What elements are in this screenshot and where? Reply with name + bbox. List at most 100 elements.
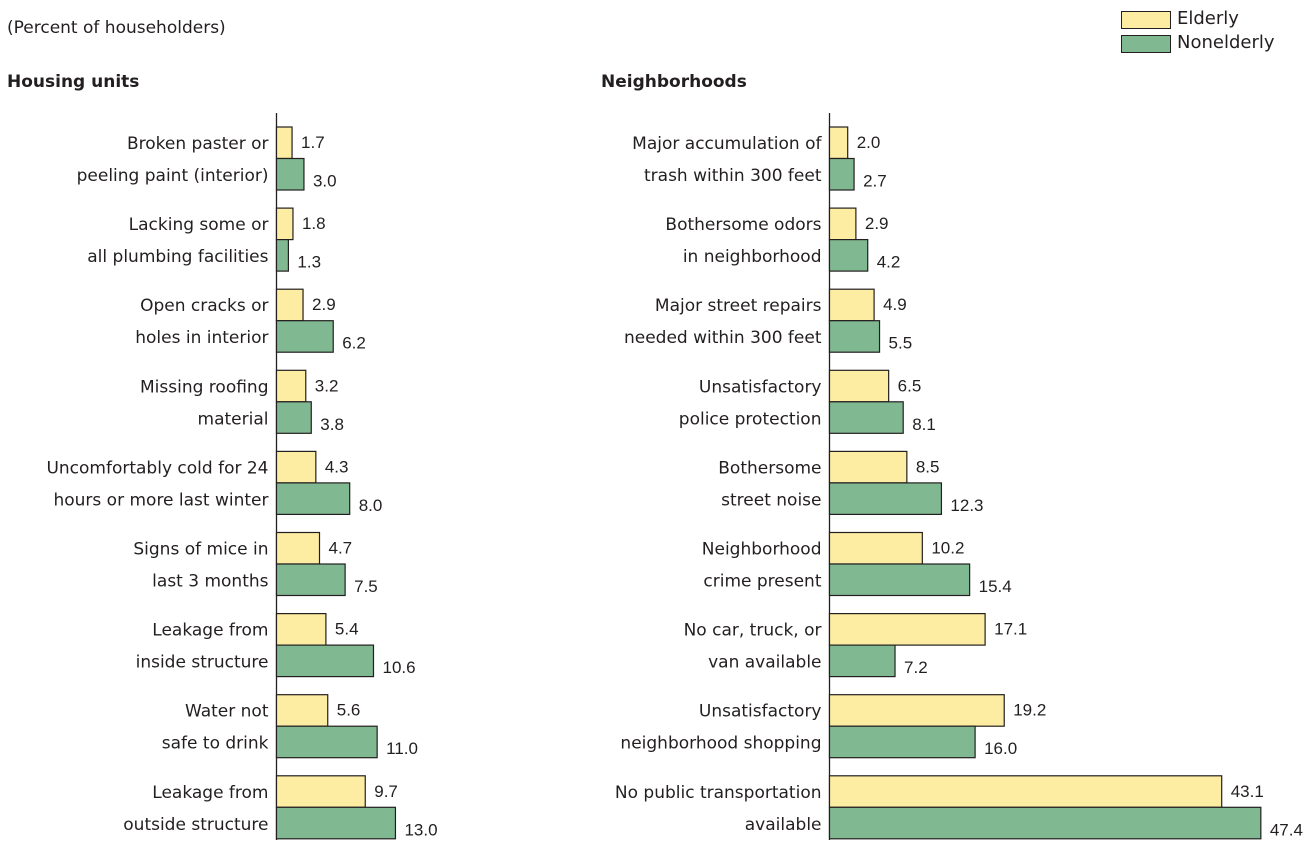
- neighborhoods-value-label-nonelderly: 15.4: [979, 577, 1012, 596]
- neighborhoods-category-label: police protection: [679, 409, 822, 429]
- legend-swatch-nonelderly: [1121, 35, 1171, 53]
- neighborhoods-category-label: Bothersome: [718, 458, 821, 478]
- neighborhoods-category-label: Major street repairs: [655, 296, 822, 316]
- housing-category-label: outside structure: [123, 815, 268, 835]
- neighborhoods-value-label-nonelderly: 4.2: [877, 253, 901, 272]
- housing-category-label: Uncomfortably cold for 24: [46, 458, 268, 478]
- housing-bar-nonelderly: [275, 157, 305, 191]
- neighborhoods-category-label: Unsatisfactory: [699, 702, 822, 722]
- housing-category-label: holes in interior: [135, 328, 268, 348]
- neighborhoods-bar-nonelderly: [828, 644, 896, 678]
- housing-bar-elderly: [275, 126, 293, 160]
- housing-category-label: Missing roofing: [140, 377, 269, 397]
- housing-value-label-elderly: 5.6: [337, 701, 361, 720]
- housing-value-label-nonelderly: 3.8: [320, 415, 344, 434]
- legend-label-nonelderly: Nonelderly: [1177, 32, 1275, 53]
- housing-bar-elderly: [275, 694, 329, 727]
- neighborhoods-category-label: neighborhood shopping: [620, 734, 821, 754]
- housing-category-label: Signs of mice in: [133, 540, 268, 560]
- neighborhoods-value-label-elderly: 10.2: [931, 539, 964, 558]
- housing-value-label-nonelderly: 8.0: [359, 496, 383, 515]
- legend-swatch-elderly: [1121, 11, 1171, 29]
- neighborhoods-value-label-elderly: 2.0: [857, 133, 881, 152]
- neighborhoods-category-label: van available: [708, 653, 821, 673]
- housing-bar-elderly: [275, 369, 307, 403]
- neighborhoods-bar-nonelderly: [828, 725, 976, 759]
- legend-label-elderly: Elderly: [1177, 8, 1239, 29]
- housing-value-label-elderly: 4.3: [325, 457, 349, 476]
- housing-bar-elderly: [275, 288, 304, 322]
- neighborhoods-value-label-nonelderly: 5.5: [889, 334, 913, 353]
- housing-category-label: all plumbing facilities: [87, 247, 268, 267]
- housing-value-label-elderly: 3.2: [315, 376, 339, 395]
- housing-value-label-nonelderly: 11.0: [386, 739, 418, 758]
- neighborhoods-bar-elderly: [828, 531, 923, 565]
- neighborhoods-category-label: Neighborhood: [702, 540, 822, 560]
- neighborhoods-value-label-nonelderly: 8.1: [912, 415, 936, 434]
- housing-value-label-nonelderly: 1.3: [297, 253, 321, 272]
- housing-value-label-nonelderly: 13.0: [404, 820, 437, 839]
- housing-bar-nonelderly: [275, 239, 289, 272]
- housing-bar-nonelderly: [275, 725, 378, 759]
- neighborhoods-value-label-nonelderly: 7.2: [904, 658, 928, 677]
- neighborhoods-bar-elderly: [828, 207, 857, 241]
- neighborhoods-category-label: crime present: [703, 572, 821, 592]
- neighborhoods-bar-elderly: [828, 288, 875, 322]
- housing-category-label: Open cracks or: [140, 296, 268, 316]
- housing-category-label: last 3 months: [152, 572, 268, 592]
- neighborhoods-bar-elderly: [828, 612, 986, 646]
- neighborhoods-value-label-elderly: 6.5: [898, 376, 922, 395]
- housing-category-label: Leakage from: [152, 783, 268, 803]
- housing-category-label: Lacking some or: [129, 215, 269, 235]
- neighborhoods-bar-nonelderly: [828, 806, 1262, 840]
- neighborhoods-bar-nonelderly: [828, 482, 943, 515]
- housing-value-label-nonelderly: 3.0: [313, 172, 337, 191]
- housing-bar-elderly: [275, 612, 327, 646]
- housing-bar-elderly: [275, 450, 317, 484]
- housing-value-label-nonelderly: 10.6: [382, 658, 415, 677]
- neighborhoods-category-label: available: [745, 815, 822, 835]
- panel-title-housing-units: Housing units: [7, 72, 140, 92]
- housing-value-label-nonelderly: 7.5: [354, 577, 378, 596]
- housing-category-label: hours or more last winter: [53, 490, 268, 510]
- neighborhoods-value-label-elderly: 4.9: [883, 295, 907, 314]
- housing-bar-nonelderly: [275, 482, 351, 515]
- neighborhoods-bar-nonelderly: [828, 401, 904, 434]
- panel-title-neighborhoods: Neighborhoods: [601, 72, 747, 92]
- housing-bar-nonelderly: [275, 806, 397, 840]
- neighborhoods-value-label-elderly: 17.1: [994, 620, 1027, 639]
- neighborhoods-bar-elderly: [828, 694, 1005, 727]
- neighborhoods-bar-nonelderly: [828, 157, 855, 191]
- neighborhoods-bar-elderly: [828, 369, 890, 403]
- neighborhoods-bar-nonelderly: [828, 563, 971, 597]
- neighborhoods-category-label: in neighborhood: [683, 247, 822, 267]
- neighborhoods-category-label: No public transportation: [615, 783, 822, 803]
- housing-bar-nonelderly: [275, 320, 334, 353]
- housing-category-label: Water not: [185, 702, 269, 722]
- housing-value-label-elderly: 1.7: [301, 133, 325, 152]
- neighborhoods-value-label-elderly: 43.1: [1231, 782, 1264, 801]
- neighborhoods-value-label-nonelderly: 2.7: [863, 172, 887, 191]
- neighborhoods-value-label-nonelderly: 47.4: [1270, 820, 1303, 839]
- neighborhoods-category-label: Major accumulation of: [632, 134, 822, 154]
- neighborhoods-value-label-elderly: 2.9: [865, 214, 889, 233]
- housing-bar-elderly: [275, 207, 294, 241]
- neighborhoods-category-label: needed within 300 feet: [624, 328, 822, 348]
- housing-value-label-elderly: 5.4: [335, 620, 359, 639]
- chart-subtitle: (Percent of householders): [7, 18, 226, 38]
- neighborhoods-category-label: street noise: [721, 490, 821, 510]
- housing-bar-nonelderly: [275, 644, 375, 678]
- neighborhoods-bar-elderly: [828, 775, 1223, 808]
- housing-value-label-nonelderly: 6.2: [342, 334, 366, 353]
- housing-bar-elderly: [275, 531, 321, 565]
- neighborhoods-bar-elderly: [828, 450, 908, 484]
- neighborhoods-category-label: Unsatisfactory: [699, 377, 822, 397]
- housing-category-label: material: [198, 409, 269, 429]
- housing-bar-nonelderly: [275, 563, 346, 597]
- neighborhoods-bar-elderly: [828, 126, 849, 160]
- neighborhoods-category-label: Bothersome odors: [665, 215, 821, 235]
- housing-value-label-elderly: 1.8: [302, 214, 326, 233]
- housing-value-label-elderly: 2.9: [312, 295, 336, 314]
- housing-value-label-elderly: 4.7: [329, 539, 353, 558]
